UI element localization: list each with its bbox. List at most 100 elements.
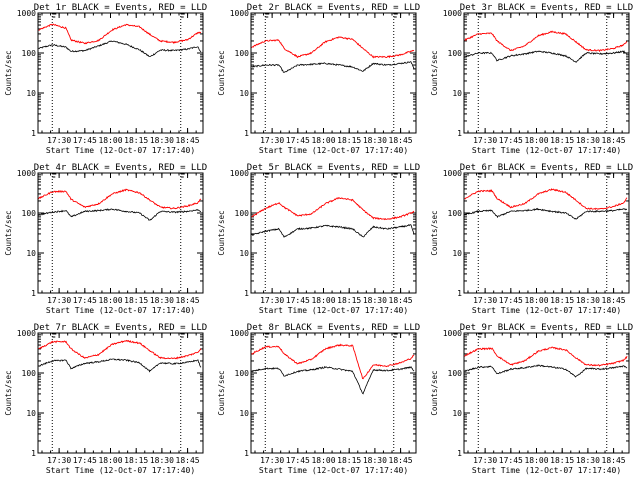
y-tick-label: 1000 — [443, 9, 462, 18]
panel-title: Det 5r BLACK = Events, RED = LLD — [247, 163, 420, 173]
plot-frame — [463, 332, 630, 454]
x-tick-label: 18:15 — [124, 136, 148, 145]
plot-frame — [250, 172, 417, 294]
x-tick-label: 18:45 — [602, 296, 626, 305]
lld-series-line — [464, 188, 628, 211]
x-tick-label: 18:30 — [576, 456, 600, 465]
y-tick-label: 1 — [31, 289, 36, 298]
chart-panel-3: Det 3r BLACK = Events, RED = LLD 1 10 100 10… — [430, 3, 633, 155]
y-tick-label: 1 — [244, 449, 249, 458]
time-marker-flag — [393, 333, 398, 338]
events-series-line — [251, 61, 415, 73]
x-tick-label: 18:15 — [337, 136, 361, 145]
panel-title: Det 1r BLACK = Events, RED = LLD — [34, 3, 207, 13]
y-tick-label: 10 — [26, 89, 36, 98]
x-axis-label: Start Time (12-Oct-07 17:17:40) — [46, 146, 195, 155]
y-tick-label: 1000 — [230, 169, 249, 178]
time-marker-flag — [478, 173, 483, 178]
y-tick-label: 100 — [22, 369, 37, 378]
lld-series-line — [38, 188, 202, 210]
y-tick-label: 10 — [26, 249, 36, 258]
x-tick-label: 18:15 — [124, 296, 148, 305]
y-tick-label: 1000 — [443, 329, 462, 338]
chart-panel-7: Det 7r BLACK = Events, RED = LLD 1 10 100 10… — [4, 323, 207, 475]
time-marker-flag — [180, 173, 185, 178]
time-marker-flag — [606, 13, 611, 18]
x-tick-label: 18:45 — [389, 136, 413, 145]
chart-panel-5: Det 5r BLACK = Events, RED = LLD 1 10 100 10… — [217, 163, 420, 315]
chart-panel-4: Det 4r BLACK = Events, RED = LLD 1 10 100 10… — [4, 163, 207, 315]
chart-panel-1: Det 1r BLACK = Events, RED = LLD 1 10 100 10… — [4, 3, 207, 155]
y-axis-label: Counts/sec — [4, 50, 13, 95]
x-axis-label: Start Time (12-Oct-07 17:17:40) — [472, 306, 621, 315]
x-tick-label: 18:30 — [363, 456, 387, 465]
y-tick-label: 1 — [457, 129, 462, 138]
y-axis-label: Counts/sec — [4, 370, 13, 415]
plot-frame — [250, 12, 417, 134]
events-series-line — [38, 358, 202, 373]
x-tick-label: 18:00 — [98, 456, 122, 465]
x-tick-label: 17:30 — [473, 296, 497, 305]
events-series-line — [464, 364, 628, 378]
y-tick-label: 10 — [452, 409, 462, 418]
x-tick-label: 17:45 — [73, 456, 97, 465]
x-tick-label: 18:00 — [311, 136, 335, 145]
x-axis-label: Start Time (12-Oct-07 17:17:40) — [472, 466, 621, 475]
y-tick-label: 1 — [457, 449, 462, 458]
x-tick-label: 18:15 — [337, 456, 361, 465]
lld-series-line — [251, 197, 415, 221]
time-marker-flag — [180, 13, 185, 18]
x-tick-label: 17:45 — [499, 456, 523, 465]
y-tick-label: 10 — [239, 409, 249, 418]
x-tick-label: 18:30 — [576, 136, 600, 145]
x-tick-label: 18:00 — [98, 136, 122, 145]
y-tick-label: 1000 — [443, 169, 462, 178]
x-tick-label: 17:45 — [499, 136, 523, 145]
time-marker-flag — [180, 333, 185, 338]
lld-series-line — [464, 30, 628, 53]
x-tick-label: 17:45 — [286, 296, 310, 305]
y-tick-label: 1000 — [230, 329, 249, 338]
y-tick-label: 1 — [457, 289, 462, 298]
panel-title: Det 3r BLACK = Events, RED = LLD — [460, 3, 633, 13]
x-tick-label: 18:30 — [150, 136, 174, 145]
time-marker-flag — [52, 173, 57, 178]
y-tick-label: 1000 — [17, 169, 36, 178]
x-tick-label: 18:30 — [150, 296, 174, 305]
x-tick-label: 18:30 — [150, 456, 174, 465]
y-tick-label: 100 — [448, 209, 463, 218]
y-axis-label: Counts/sec — [217, 50, 226, 95]
lld-series-line — [464, 346, 628, 367]
y-tick-label: 1 — [31, 449, 36, 458]
time-marker-flag — [478, 13, 483, 18]
y-tick-label: 100 — [448, 369, 463, 378]
x-tick-label: 17:30 — [260, 456, 284, 465]
time-marker-flag — [606, 333, 611, 338]
x-tick-label: 17:45 — [73, 136, 97, 145]
plot-frame — [463, 172, 630, 294]
events-series-line — [251, 224, 415, 238]
events-series-line — [38, 40, 202, 57]
time-marker-flag — [478, 333, 483, 338]
x-tick-label: 18:15 — [550, 296, 574, 305]
x-tick-label: 18:30 — [363, 296, 387, 305]
chart-panel-6: Det 6r BLACK = Events, RED = LLD 1 10 100 10… — [430, 163, 633, 315]
y-tick-label: 100 — [448, 49, 463, 58]
x-tick-label: 18:45 — [602, 456, 626, 465]
x-tick-label: 17:30 — [260, 136, 284, 145]
y-tick-label: 100 — [22, 209, 37, 218]
y-axis-label: Counts/sec — [217, 370, 226, 415]
y-axis-label: Counts/sec — [4, 210, 13, 255]
x-tick-label: 17:30 — [47, 296, 71, 305]
chart-panel-2: Det 2r BLACK = Events, RED = LLD 1 10 100 10… — [217, 3, 420, 155]
plot-frame — [37, 332, 204, 454]
x-tick-label: 17:30 — [473, 136, 497, 145]
y-axis-label: Counts/sec — [217, 210, 226, 255]
y-tick-label: 10 — [26, 409, 36, 418]
x-tick-label: 17:30 — [473, 456, 497, 465]
chart-panel-9: Det 9r BLACK = Events, RED = LLD 1 10 100 10… — [430, 323, 633, 475]
y-tick-label: 1 — [244, 289, 249, 298]
y-tick-label: 10 — [239, 89, 249, 98]
y-tick-label: 100 — [22, 49, 37, 58]
panel-title: Det 6r BLACK = Events, RED = LLD — [460, 163, 633, 173]
